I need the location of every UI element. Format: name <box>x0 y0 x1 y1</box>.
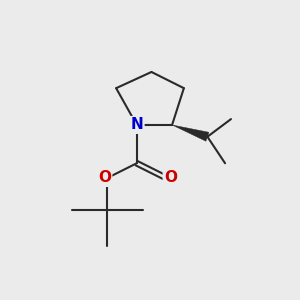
Polygon shape <box>172 125 209 141</box>
Text: O: O <box>164 170 177 185</box>
Text: O: O <box>98 170 111 185</box>
Text: N: N <box>130 118 143 133</box>
